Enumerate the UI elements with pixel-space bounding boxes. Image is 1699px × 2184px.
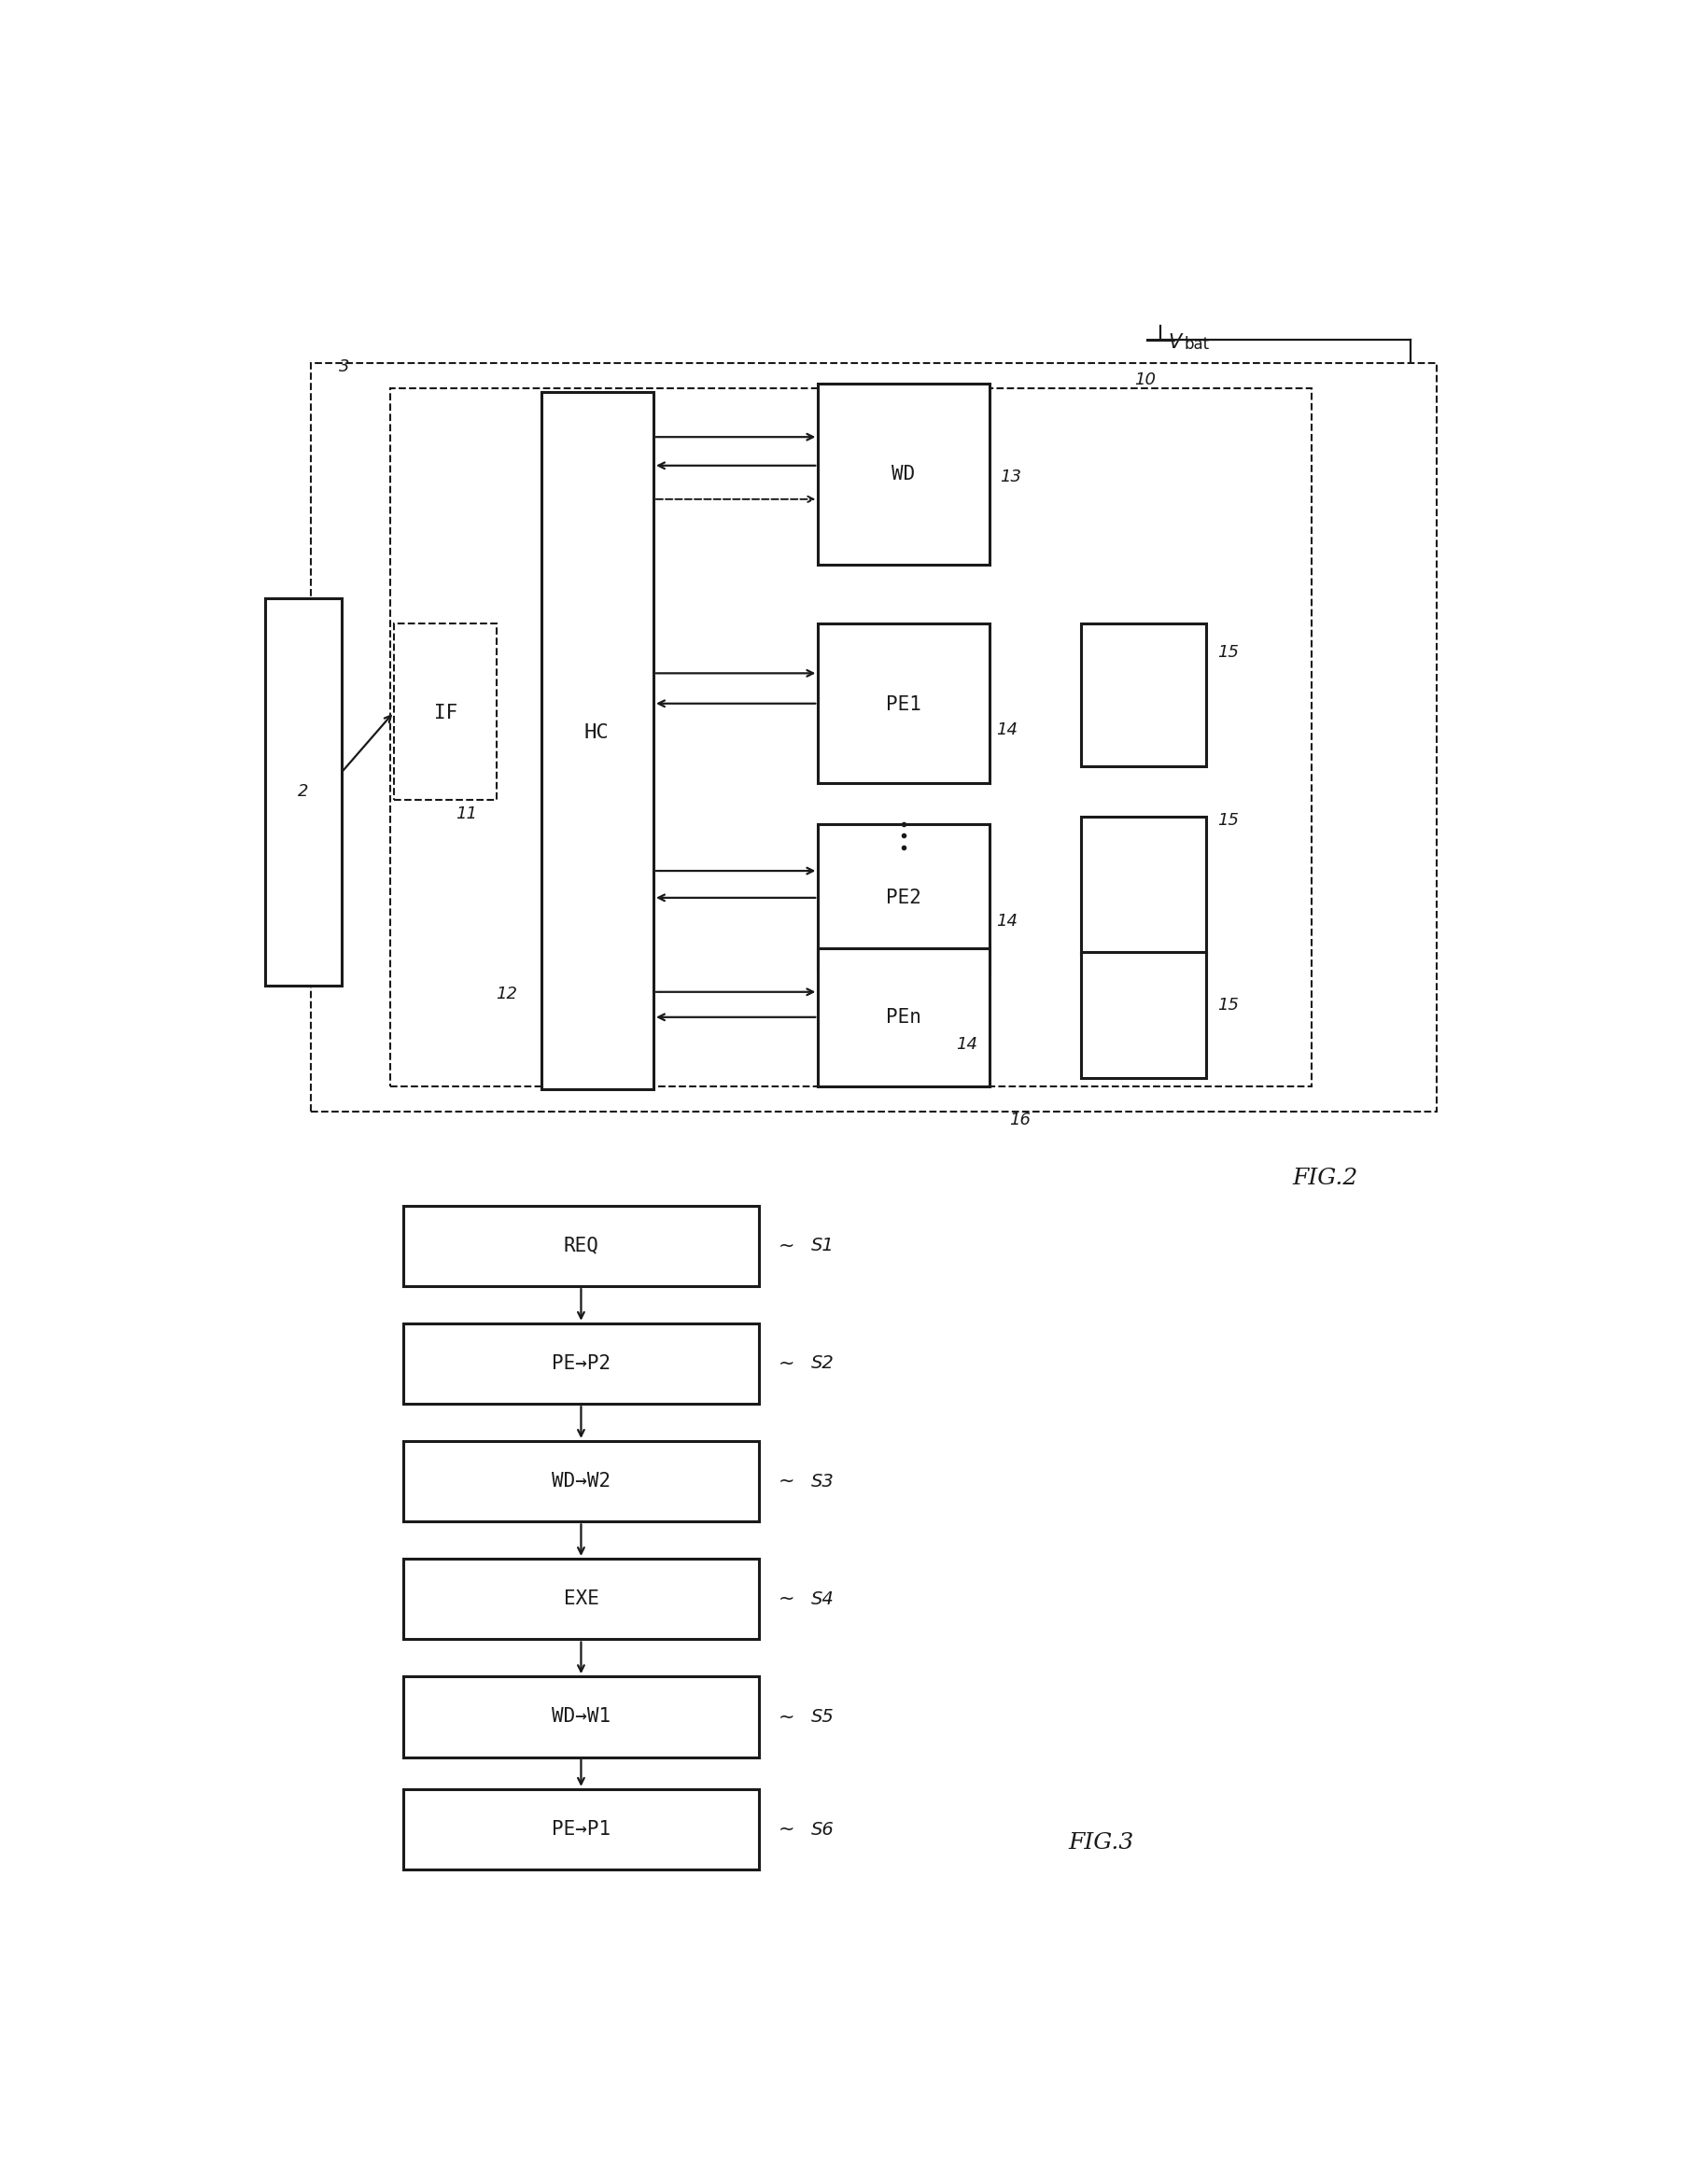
- Text: 3: 3: [338, 358, 350, 376]
- Text: 11: 11: [455, 806, 477, 821]
- Text: V: V: [1169, 334, 1181, 352]
- Text: WD: WD: [892, 465, 916, 483]
- Text: S2: S2: [812, 1354, 834, 1372]
- Text: PEn: PEn: [885, 1007, 921, 1026]
- Text: 14: 14: [996, 913, 1018, 930]
- Bar: [403, 1441, 759, 1522]
- Text: EXE: EXE: [564, 1590, 598, 1607]
- Text: WD→W1: WD→W1: [552, 1708, 610, 1725]
- Text: 14: 14: [957, 1035, 979, 1053]
- Bar: [1082, 625, 1206, 767]
- Text: IF: IF: [433, 703, 457, 723]
- Text: 15: 15: [1216, 996, 1239, 1013]
- Bar: [819, 382, 989, 566]
- Text: S6: S6: [812, 1821, 834, 1839]
- Text: PE→P2: PE→P2: [552, 1354, 610, 1374]
- Bar: [403, 1559, 759, 1640]
- Text: 13: 13: [999, 470, 1021, 485]
- Text: ~: ~: [778, 1236, 795, 1256]
- Bar: [1082, 952, 1206, 1077]
- Text: PE→P1: PE→P1: [552, 1819, 610, 1839]
- Bar: [542, 391, 654, 1090]
- Bar: [403, 1324, 759, 1404]
- Text: 10: 10: [1135, 371, 1155, 389]
- Text: ~: ~: [778, 1708, 795, 1725]
- Text: HC: HC: [584, 723, 610, 743]
- Text: FIG.3: FIG.3: [1069, 1832, 1133, 1854]
- Text: ~: ~: [778, 1590, 795, 1607]
- Text: bat: bat: [1184, 336, 1210, 354]
- Text: 15: 15: [1216, 812, 1239, 828]
- Bar: [311, 363, 1437, 1112]
- Text: PE1: PE1: [885, 695, 921, 714]
- Bar: [403, 1677, 759, 1758]
- Bar: [391, 389, 1312, 1085]
- Text: 14: 14: [996, 721, 1018, 738]
- Text: ~: ~: [778, 1472, 795, 1492]
- Bar: [265, 598, 341, 985]
- Bar: [403, 1789, 759, 1870]
- Bar: [403, 1206, 759, 1286]
- Text: S5: S5: [812, 1708, 834, 1725]
- Text: S4: S4: [812, 1590, 834, 1607]
- Bar: [1082, 817, 1206, 954]
- Bar: [819, 625, 989, 784]
- Text: 15: 15: [1216, 644, 1239, 660]
- Text: S1: S1: [812, 1236, 834, 1256]
- Text: 16: 16: [1009, 1112, 1031, 1129]
- Bar: [819, 948, 989, 1085]
- Text: FIG.2: FIG.2: [1291, 1168, 1358, 1190]
- Text: WD→W2: WD→W2: [552, 1472, 610, 1492]
- Text: REQ: REQ: [564, 1236, 598, 1256]
- Text: 2: 2: [297, 784, 309, 799]
- Text: S3: S3: [812, 1472, 834, 1489]
- Text: ~: ~: [778, 1354, 795, 1374]
- Text: PE2: PE2: [885, 889, 921, 906]
- Bar: [819, 823, 989, 972]
- Text: ~: ~: [778, 1819, 795, 1839]
- Bar: [394, 625, 496, 799]
- Text: 12: 12: [496, 985, 516, 1002]
